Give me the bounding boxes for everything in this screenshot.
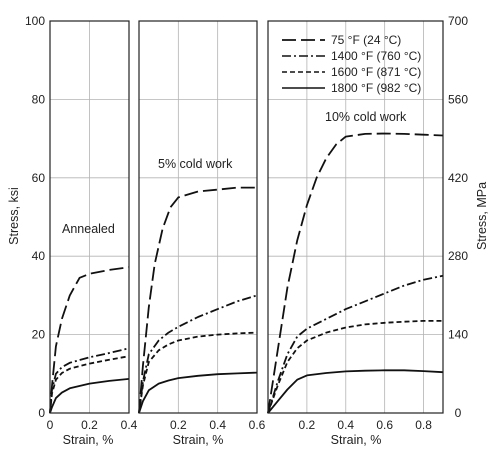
y-tick-label-left: 20 <box>32 328 46 342</box>
legend-label-75f: 75 °F (24 °C) <box>331 33 401 47</box>
legend: 75 °F (24 °C) 1400 °F (760 °C) 1600 °F (… <box>282 33 421 95</box>
annotation-10pct-cold-work: 10% cold work <box>325 110 407 124</box>
x-tick-label: 0.2 <box>81 418 98 432</box>
panel-frame-annealed <box>49 20 130 414</box>
curve-10pct-dash-dot <box>267 274 444 414</box>
curves-layer <box>49 132 444 414</box>
y-tick-label-right: 420 <box>448 171 468 185</box>
y-tick-label-left: 80 <box>32 92 46 106</box>
y-tick-label-right: 560 <box>448 92 468 106</box>
curve-10pct-short-dash <box>267 320 443 414</box>
y-tick-label-right: 140 <box>448 328 468 342</box>
legend-label-1800f: 1800 °F (982 °C) <box>331 81 421 95</box>
curve-5pct-long-dash <box>138 186 257 414</box>
tick-labels: 0 0.2 0.4 0.2 0.4 0.6 0.2 0.4 0.6 0.8 0 20 40 60 80 100… <box>25 14 468 432</box>
y-axis-label-left: Stress, ksi <box>7 187 21 245</box>
y-axis-label-right: Stress, MPa <box>475 182 489 250</box>
curve-5pct-solid <box>138 371 258 414</box>
y-tick-label-left: 100 <box>25 14 45 28</box>
y-tick-label-right: 0 <box>455 406 462 420</box>
x-axis-label-5pct: Strain, % <box>173 433 224 447</box>
y-tick-label-right: 280 <box>448 249 468 263</box>
curve-annealed-short-dash <box>49 355 130 414</box>
x-tick-label: 0.6 <box>249 418 266 432</box>
y-tick-label-left: 60 <box>32 171 46 185</box>
legend-label-1600f: 1600 °F (871 °C) <box>331 65 421 79</box>
y-tick-label-right: 700 <box>448 14 468 28</box>
curve-annealed-solid <box>49 378 130 414</box>
panel-frames <box>49 20 444 414</box>
curve-10pct-solid <box>267 369 444 414</box>
curve-10pct-long-dash <box>267 132 444 414</box>
x-tick-label: 0.2 <box>170 418 187 432</box>
curve-5pct-dash-dot <box>138 294 258 414</box>
annotation-5pct-cold-work: 5% cold work <box>158 157 233 171</box>
grid-lines <box>50 21 443 413</box>
x-tick-label: 0.2 <box>299 418 316 432</box>
annotation-annealed: Annealed <box>62 222 115 236</box>
x-tick-label: 0 <box>47 418 54 432</box>
x-tick-label: 0.4 <box>121 418 138 432</box>
x-axis-label-10pct: Strain, % <box>331 433 382 447</box>
x-tick-label: 0.6 <box>376 418 393 432</box>
y-tick-label-left: 0 <box>38 406 45 420</box>
panel-frame-10pct <box>267 20 444 414</box>
x-tick-label: 0.4 <box>209 418 226 432</box>
curve-annealed-long-dash <box>49 266 130 414</box>
x-axis-label-annealed: Strain, % <box>63 433 114 447</box>
panel-frame-5pct <box>138 20 258 414</box>
x-tick-label: 0.4 <box>337 418 354 432</box>
curve-annealed-dash-dot <box>49 347 130 414</box>
curve-5pct-short-dash <box>138 331 258 414</box>
legend-label-1400f: 1400 °F (760 °C) <box>331 49 421 63</box>
y-tick-label-left: 40 <box>32 249 46 263</box>
x-tick-label: 0.8 <box>415 418 432 432</box>
